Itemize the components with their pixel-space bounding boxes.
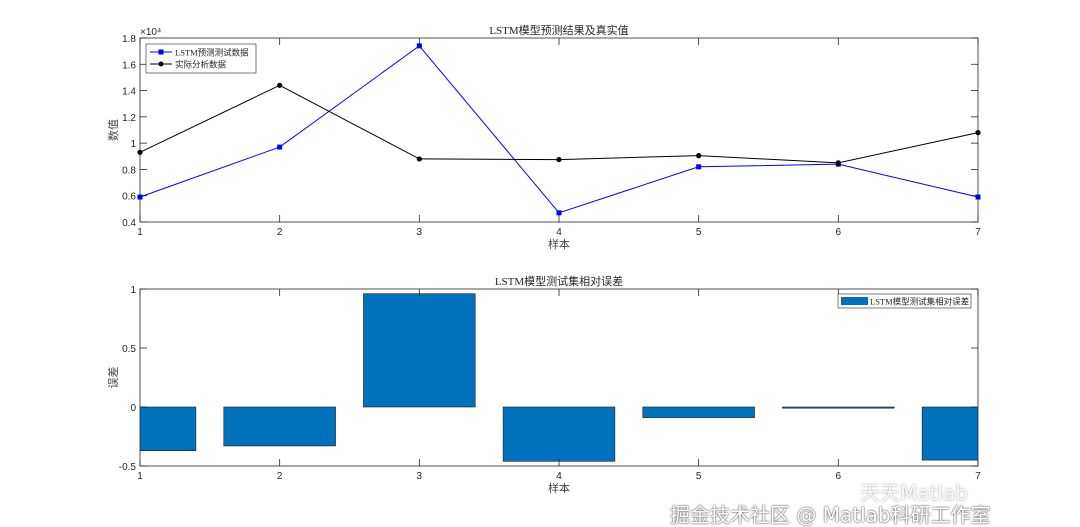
y-tick-label: 1.8 <box>122 34 136 45</box>
bar-6 <box>782 406 895 409</box>
x-tick-label: 3 <box>417 471 423 482</box>
bar-1 <box>140 406 197 451</box>
legend-marker <box>158 49 164 55</box>
data-point <box>696 164 702 170</box>
x-tick-label: 3 <box>417 227 423 238</box>
axes-box <box>139 37 979 223</box>
bar-3 <box>363 293 476 408</box>
y-tick-label: 1 <box>130 285 136 296</box>
y-axis-label: 误差 <box>106 367 120 389</box>
data-point <box>137 194 143 200</box>
data-point <box>696 153 702 159</box>
y-tick-label: -0.5 <box>119 462 137 473</box>
y-tick-label: 0.8 <box>122 165 136 176</box>
y-tick-label: 0.6 <box>122 192 136 203</box>
bar-2 <box>223 406 336 447</box>
data-point <box>416 156 422 162</box>
watermark-wechat: 天天Matlab <box>860 481 968 505</box>
x-tick-label: 1 <box>137 227 143 238</box>
series-line-1 <box>139 45 979 214</box>
x-axis-label: 样本 <box>548 237 570 251</box>
x-tick-label: 5 <box>696 471 702 482</box>
x-tick-label: 7 <box>975 227 981 238</box>
data-point <box>416 43 422 49</box>
bars <box>140 293 978 462</box>
data-point <box>277 82 283 88</box>
y-axis-label: 数值 <box>107 119 120 141</box>
legend-label: LSTM模型测试集相对误差 <box>870 297 969 307</box>
data-point <box>835 160 841 166</box>
x-tick-label: 6 <box>836 471 842 482</box>
legend: LSTM模型测试集相对误差 <box>837 293 972 309</box>
y-tick-label: 1.4 <box>122 87 136 98</box>
x-tick-label: 2 <box>277 471 283 482</box>
chart-title: LSTM模型预测结果及真实值 <box>489 23 628 37</box>
chart-2: 1 2 3 4 5 6 7-0.500.51LSTM模型测试集相对误差样本误差LSTM模型测… <box>106 274 981 495</box>
legend-label: 实际分析数据 <box>175 60 227 70</box>
y-exponent-label: ×10⁴ <box>140 27 161 38</box>
x-tick-label: 6 <box>836 227 842 238</box>
y-tick-label: 1.6 <box>122 60 136 71</box>
x-tick-label: 5 <box>696 227 702 238</box>
legend-swatch <box>841 297 868 305</box>
data-point <box>556 156 562 163</box>
x-tick-label: 4 <box>556 227 562 238</box>
bar-7 <box>921 406 978 461</box>
data-point <box>137 149 143 155</box>
data-point <box>975 194 981 200</box>
y-tick-label: 0 <box>130 403 136 414</box>
x-tick-label: 4 <box>556 471 562 482</box>
legend-label: LSTM预测测试数据 <box>175 48 249 58</box>
watermark-juejin: 掘金技术社区 @ Matlab科研工作室 <box>670 503 991 527</box>
x-tick-label: 7 <box>975 471 981 482</box>
y-tick-label: 1.2 <box>122 113 136 124</box>
series-line-2 <box>139 84 979 164</box>
y-tick-label: 0.5 <box>122 344 136 355</box>
x-tick-label: 1 <box>137 471 143 482</box>
x-tick-label: 2 <box>277 227 283 238</box>
y-tick-label: 0.4 <box>122 218 136 229</box>
data-point <box>556 210 562 216</box>
legend-marker <box>158 61 164 67</box>
x-axis-label: 样本 <box>548 481 570 495</box>
y-tick-label: 1 <box>130 139 136 150</box>
data-point <box>975 130 981 136</box>
chart-1: 1 2 3 4 5 6 7 0.4 0.6 0.8 1 1.2 1.4 1.6 1.8 ×10⁴ LSTM模型预… <box>107 23 981 251</box>
bar-4 <box>502 406 616 462</box>
bar-5 <box>642 406 755 418</box>
data-point <box>277 144 283 150</box>
chart-title: LSTM模型测试集相对误差 <box>495 274 623 288</box>
